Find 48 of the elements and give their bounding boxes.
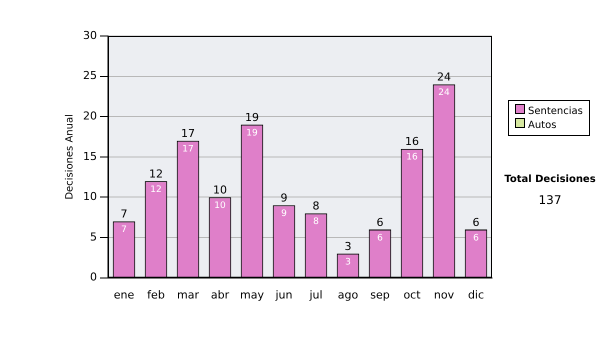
x-tick-label: sep (370, 288, 390, 302)
total-label: 9 (280, 192, 288, 205)
data-label: 10 (214, 201, 226, 212)
data-label: 8 (313, 217, 320, 228)
total-label: 7 (120, 208, 128, 221)
legend-label: Autos (527, 119, 558, 132)
data-label: 7 (121, 225, 127, 236)
data-label: 19 (246, 128, 258, 139)
y-tick-label: 0 (90, 270, 97, 284)
y-tick-label: 30 (82, 28, 97, 42)
total-label: 16 (405, 135, 419, 148)
y-tick-label: 5 (90, 230, 97, 244)
text: 137 (538, 192, 562, 209)
total-label: 12 (148, 167, 163, 180)
data-label: 12 (150, 184, 162, 195)
y-tick-label: 15 (82, 150, 97, 163)
x-tick-label: ene (114, 288, 134, 302)
total-label: 24 (437, 70, 451, 84)
x-tick-label: feb (147, 288, 165, 302)
total-label: 6 (472, 216, 480, 229)
data-label: 16 (406, 152, 418, 163)
y-tick-label: 25 (82, 69, 97, 82)
x-tick-label: jun (274, 288, 293, 302)
data-label: 9 (281, 209, 288, 220)
text: Total Decisiones (503, 173, 597, 187)
total-label: 10 (213, 184, 227, 197)
x-tick-label: dic (468, 288, 484, 302)
total-label: 19 (245, 111, 259, 124)
data-label: 17 (182, 144, 194, 155)
x-tick-label: jul (308, 288, 323, 302)
legend-label: Sentencias (527, 105, 583, 118)
total-label: 17 (181, 127, 195, 140)
x-tick-label: nov (434, 288, 455, 302)
y-tick-label: 20 (82, 109, 97, 122)
total-label: 6 (376, 216, 384, 229)
x-tick-label: oct (403, 288, 422, 302)
total-label: 3 (344, 240, 352, 253)
data-label: 3 (345, 257, 351, 268)
data-label: 24 (438, 88, 450, 98)
y-tick-label: 10 (82, 190, 97, 204)
x-tick-label: ago (338, 288, 358, 302)
data-label: 6 (473, 233, 480, 244)
x-tick-label: may (240, 288, 264, 302)
data-label: 6 (377, 233, 384, 244)
x-tick-label: mar (177, 288, 200, 302)
x-tick-label: abr (210, 288, 230, 302)
total-label: 8 (312, 200, 320, 213)
y-axis-title: Decisiones Anual (64, 114, 76, 200)
